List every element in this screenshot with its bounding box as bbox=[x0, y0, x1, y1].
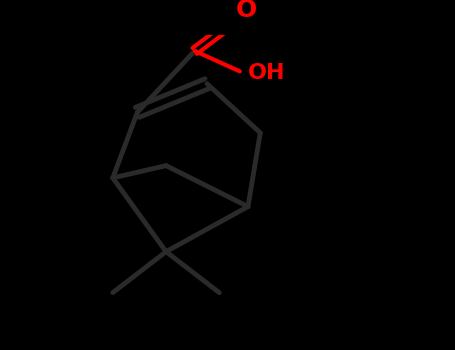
Text: O: O bbox=[236, 0, 257, 22]
Text: OH: OH bbox=[248, 63, 285, 83]
